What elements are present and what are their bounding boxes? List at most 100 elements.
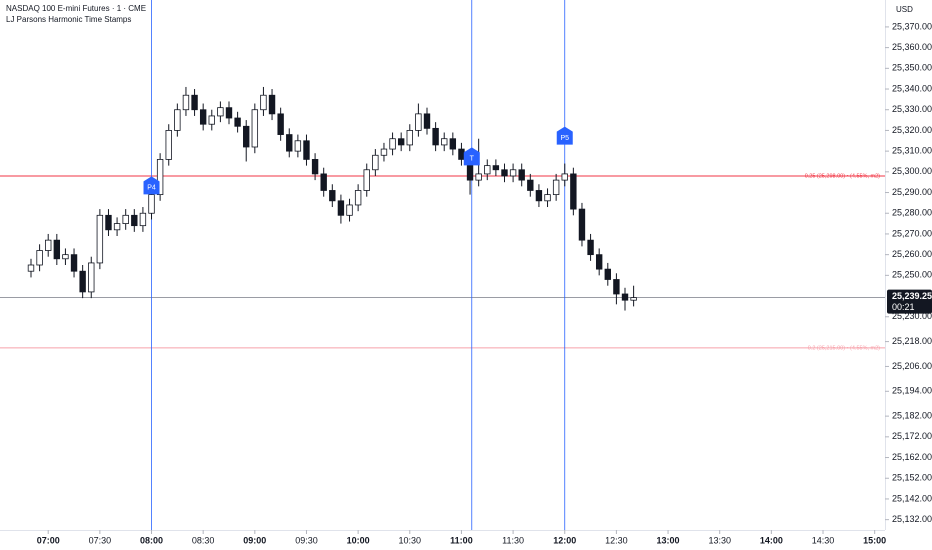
candle-body xyxy=(329,190,336,202)
x-tick-label: 07:00 xyxy=(37,535,60,545)
time-stamp-label: T xyxy=(470,156,475,163)
candle-body xyxy=(527,179,534,191)
candle-body xyxy=(208,115,215,125)
y-tick-label: 25,142.00 xyxy=(892,493,932,503)
candle-body xyxy=(88,262,95,293)
candle-body xyxy=(432,127,439,146)
y-tick-label: 25,350.00 xyxy=(892,63,932,73)
y-tick-label: 25,280.00 xyxy=(892,208,932,218)
candle-body xyxy=(122,214,129,224)
candle-body xyxy=(199,109,207,125)
x-tick-label: 13:30 xyxy=(708,535,731,545)
y-tick-label: 25,172.00 xyxy=(892,431,932,441)
candle-body xyxy=(458,148,465,160)
chart-title: NASDAQ 100 E-mini Futures · 1 · CME xyxy=(6,4,146,13)
x-tick-label: 10:30 xyxy=(399,535,422,545)
y-tick-label: 25,360.00 xyxy=(892,42,932,52)
candle-body xyxy=(79,270,86,293)
time-stamp-label: P5 xyxy=(560,135,569,142)
candle-body xyxy=(544,194,551,202)
x-tick-label: 08:00 xyxy=(140,535,163,545)
candle-body xyxy=(243,125,250,148)
candle-body xyxy=(363,169,370,191)
candle-body xyxy=(604,268,611,280)
last-price-tag xyxy=(887,289,932,314)
candle-body xyxy=(397,138,405,146)
x-tick-label: 15:00 xyxy=(863,535,886,545)
x-tick-label: 13:00 xyxy=(657,535,680,545)
countdown-label: 00:21 xyxy=(892,302,915,312)
candle-body xyxy=(268,94,276,115)
y-tick-label: 25,162.00 xyxy=(892,452,932,462)
candle-body xyxy=(552,179,560,196)
candle-body xyxy=(492,165,500,171)
candle-body xyxy=(131,214,138,227)
x-tick-label: 08:30 xyxy=(192,535,215,545)
x-tick-label: 07:30 xyxy=(89,535,112,545)
candle-body xyxy=(441,138,448,146)
candle-body xyxy=(251,109,259,148)
candle-body xyxy=(311,159,319,175)
y-tick-label: 25,300.00 xyxy=(892,166,932,176)
y-tick-label: 25,230.00 xyxy=(892,311,932,321)
candle-body xyxy=(277,113,284,135)
y-tick-label: 25,182.00 xyxy=(892,411,932,421)
y-tick-label: 25,206.00 xyxy=(892,361,932,371)
candle-body xyxy=(518,169,525,181)
candle-body xyxy=(27,264,35,272)
candle-body xyxy=(449,138,457,150)
candle-body xyxy=(587,239,594,256)
last-price-label: 25,239.25 xyxy=(892,291,932,301)
candle-body xyxy=(217,107,224,117)
y-tick-label: 25,340.00 xyxy=(892,83,932,93)
candle-body xyxy=(320,173,327,191)
y-tick-label: 25,290.00 xyxy=(892,187,932,197)
y-tick-label: 25,260.00 xyxy=(892,249,932,259)
candle-body xyxy=(415,113,422,131)
candle-body xyxy=(45,239,52,251)
y-tick-label: 25,152.00 xyxy=(892,473,932,483)
x-tick-label: 11:00 xyxy=(450,535,473,545)
candle-body xyxy=(613,279,620,295)
candle-body xyxy=(225,107,233,119)
candle-body xyxy=(53,239,61,260)
x-tick-label: 09:00 xyxy=(243,535,266,545)
candle-body xyxy=(337,200,345,216)
time-stamp-marker xyxy=(463,147,480,166)
candle-body xyxy=(113,223,121,231)
x-tick-label: 09:30 xyxy=(295,535,318,545)
y-tick-label: 25,310.00 xyxy=(892,146,932,156)
candle-body xyxy=(70,254,78,272)
x-tick-label: 14:30 xyxy=(812,535,835,545)
candle-body xyxy=(621,293,629,301)
candle-body xyxy=(570,173,577,210)
candle-body xyxy=(561,173,568,181)
candle-body xyxy=(423,113,431,129)
y-tick-label: 25,320.00 xyxy=(892,125,932,135)
candle-body xyxy=(105,214,112,231)
y-tick-label: 25,270.00 xyxy=(892,228,932,238)
candle-body xyxy=(303,140,310,160)
candle-body xyxy=(484,165,491,175)
level-label: 0.25 (25,298.00) • (4.55%, m2) xyxy=(805,173,880,179)
time-stamp-marker xyxy=(556,126,573,145)
candle-body xyxy=(286,134,293,152)
candle-body xyxy=(501,169,508,177)
currency: USD xyxy=(896,5,913,14)
candle-body xyxy=(165,130,172,160)
y-tick-label: 25,218.00 xyxy=(892,336,932,346)
time-stamp-label: P4 xyxy=(147,185,156,192)
candle-body xyxy=(380,148,388,156)
candle-body xyxy=(96,214,104,264)
candle-body xyxy=(191,94,198,111)
candle-body xyxy=(182,94,190,111)
time-stamp-marker xyxy=(143,176,160,195)
candle-body xyxy=(389,138,396,150)
candle-body xyxy=(294,140,302,152)
candle-body xyxy=(148,194,155,214)
candle-body xyxy=(62,254,69,260)
x-tick-label: 11:30 xyxy=(502,535,524,545)
x-tick-label: 12:00 xyxy=(553,535,576,545)
